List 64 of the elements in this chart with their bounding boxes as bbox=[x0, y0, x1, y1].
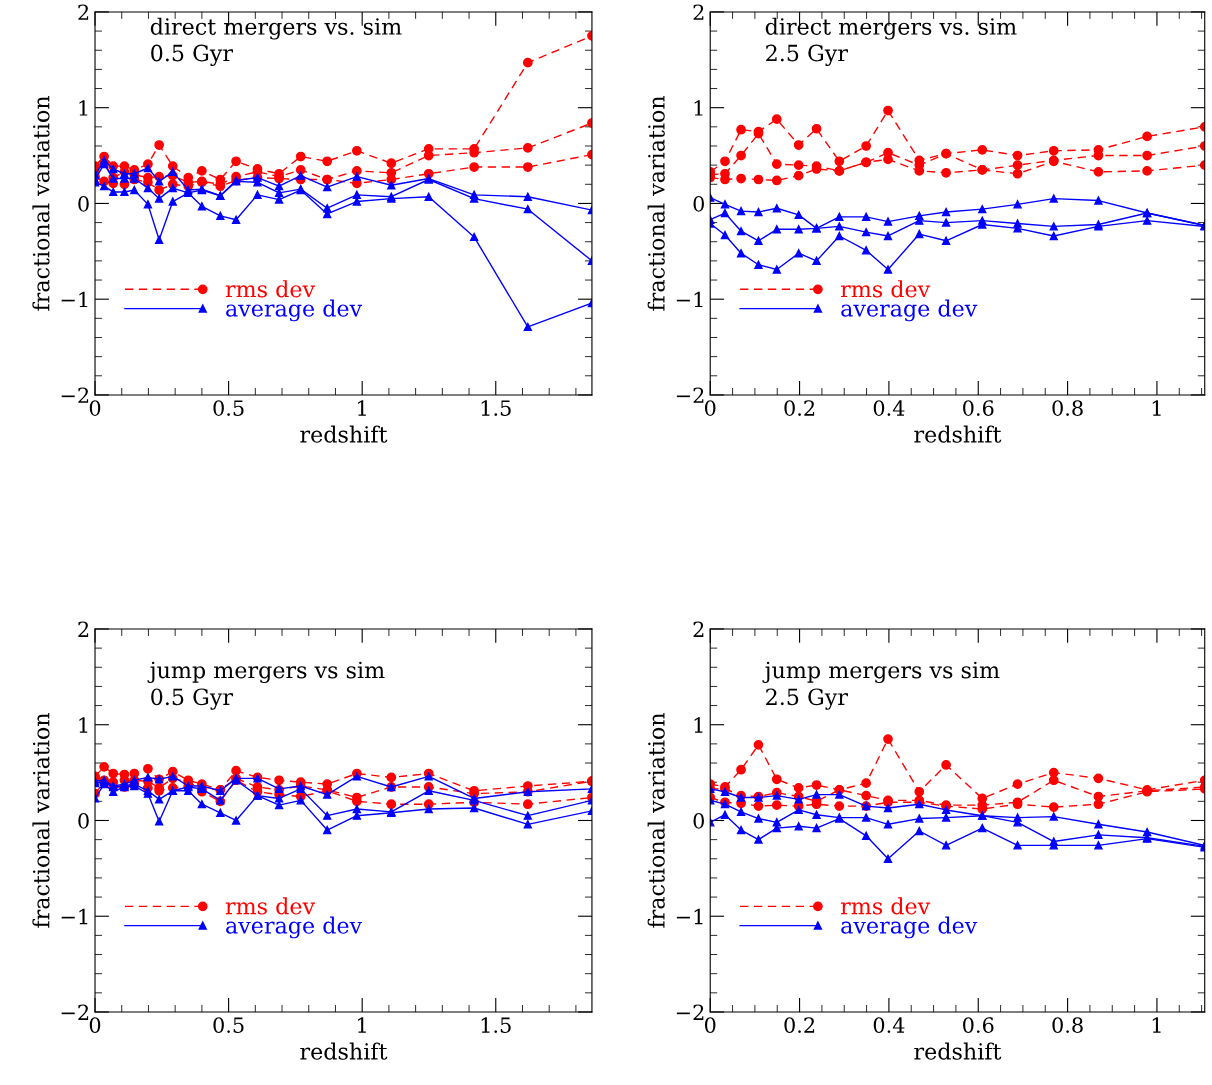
legend-label: rms dev bbox=[225, 897, 315, 915]
y-tick-label: 0 bbox=[693, 812, 704, 829]
x-tick-label: 0.4 bbox=[873, 400, 905, 416]
y-tick-label: −2 bbox=[676, 387, 704, 403]
x-axis-title: redshift bbox=[300, 425, 388, 443]
text: 0.5 Gyr bbox=[151, 44, 234, 66]
text: jump mergers vs sim bbox=[147, 661, 385, 684]
y-tick-label: 1 bbox=[694, 100, 703, 116]
y-tick-label: 1 bbox=[79, 717, 88, 733]
x-tick-label: 1.5 bbox=[481, 1017, 511, 1033]
x-tick-label: 0.8 bbox=[1052, 1017, 1083, 1033]
x-tick-label: 0.6 bbox=[963, 400, 994, 416]
x-tick-label: 1 bbox=[1152, 400, 1161, 416]
legend-label: average dev bbox=[841, 299, 978, 322]
x-tick-label: 0.6 bbox=[963, 1017, 994, 1033]
y-tick-label: 0 bbox=[78, 812, 89, 829]
x-tick-label: 0.2 bbox=[784, 400, 815, 416]
x-axis-title: redshift bbox=[914, 1042, 1002, 1060]
y-axis-title: fractional variation bbox=[647, 713, 665, 928]
x-tick-label: 0 bbox=[704, 1017, 716, 1033]
x-tick-label: 0 bbox=[89, 1017, 101, 1033]
x-tick-label: 1 bbox=[1152, 1017, 1161, 1033]
x-tick-label: 0 bbox=[89, 400, 101, 416]
y-tick-label: −1 bbox=[676, 908, 703, 925]
legend-label: average dev bbox=[226, 299, 363, 322]
y-tick-label: 0 bbox=[78, 195, 89, 212]
legend-label: average dev bbox=[841, 916, 978, 939]
y-axis-title: fractional variation bbox=[647, 95, 665, 311]
x-axis-title: redshift bbox=[914, 425, 1002, 443]
y-tick-label: −2 bbox=[61, 387, 89, 403]
y-tick-label: −1 bbox=[61, 908, 88, 925]
y-tick-label: 2 bbox=[693, 621, 704, 637]
x-tick-label: 1 bbox=[358, 400, 366, 416]
x-tick-label: 1 bbox=[358, 1017, 366, 1033]
chart-title: direct mergers vs. sim bbox=[150, 17, 402, 40]
x-tick-label: 0.2 bbox=[784, 1017, 815, 1033]
text: 2.5 Gyr bbox=[766, 688, 848, 710]
x-tick-label: 0 bbox=[704, 400, 716, 416]
legend-label: rms dev bbox=[225, 280, 315, 298]
y-tick-label: 1 bbox=[79, 100, 88, 116]
x-tick-label: 0.8 bbox=[1052, 400, 1083, 416]
chart-title: direct mergers vs. sim bbox=[765, 17, 1017, 40]
y-axis-title: fractional variation bbox=[32, 713, 50, 928]
legend-label: rms dev bbox=[840, 897, 931, 915]
y-axis-title: fractional variation bbox=[32, 95, 50, 311]
y-tick-label: 0 bbox=[693, 195, 704, 212]
x-tick-label: 0.5 bbox=[213, 400, 244, 416]
legend-label: average dev bbox=[226, 916, 363, 939]
text: 0.5 Gyr bbox=[151, 688, 234, 710]
legend-label: rms dev bbox=[840, 280, 931, 298]
text: 2.5 Gyr bbox=[766, 44, 848, 66]
text: jump mergers vs sim bbox=[762, 661, 1000, 684]
y-tick-label: −1 bbox=[61, 291, 88, 308]
x-tick-label: 1.5 bbox=[481, 400, 511, 416]
y-tick-label: 1 bbox=[694, 717, 703, 733]
y-tick-label: 2 bbox=[693, 4, 704, 20]
x-tick-label: 0.5 bbox=[213, 1017, 244, 1033]
y-tick-label: 2 bbox=[78, 621, 89, 637]
x-axis-title: redshift bbox=[300, 1042, 388, 1060]
y-tick-label: −2 bbox=[676, 1004, 704, 1020]
y-tick-label: −1 bbox=[676, 291, 703, 308]
y-tick-label: 2 bbox=[78, 4, 89, 20]
y-tick-label: −2 bbox=[61, 1004, 89, 1020]
x-tick-label: 0.4 bbox=[873, 1017, 905, 1033]
